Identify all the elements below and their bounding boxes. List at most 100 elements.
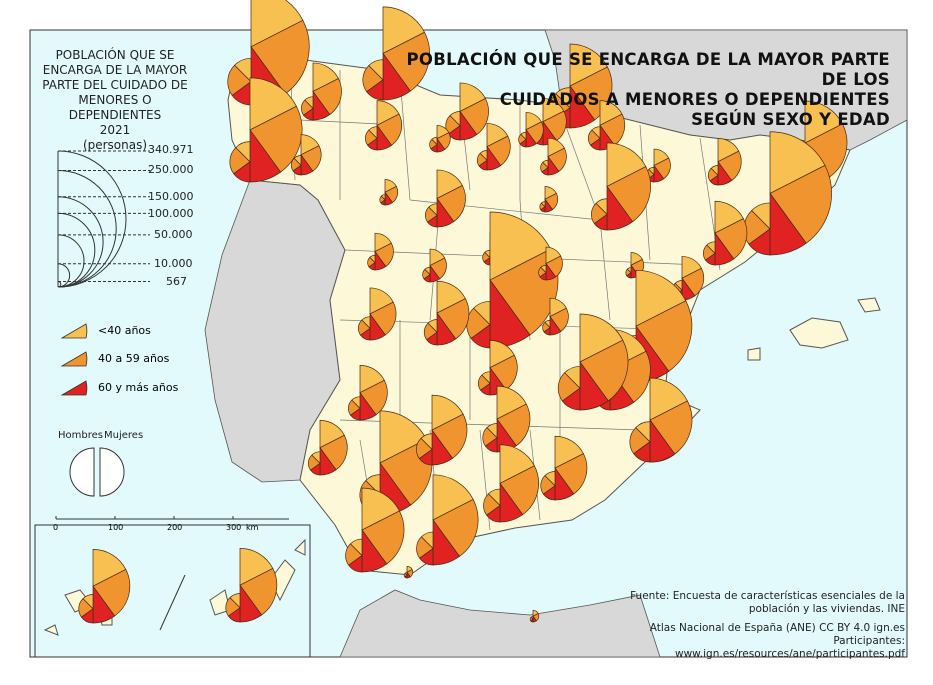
africa-landmass xyxy=(339,589,661,658)
men-60-plus-slice xyxy=(486,504,501,523)
province-symbol xyxy=(345,487,405,573)
men-60-plus-slice xyxy=(705,252,716,266)
women-40-59-slice xyxy=(432,498,479,557)
province-symbol xyxy=(557,313,629,411)
men-60-plus-slice xyxy=(427,214,438,228)
age-legend-label: <40 años xyxy=(98,324,151,337)
women-under-40-slice xyxy=(769,131,826,194)
women-40-59-slice xyxy=(635,300,693,372)
province-symbol xyxy=(542,297,569,336)
men-60-plus-slice xyxy=(292,164,302,176)
women-40-59-slice xyxy=(239,567,278,616)
province-symbol xyxy=(423,280,470,346)
size-label: 250.000 xyxy=(148,163,194,176)
men-60-plus-slice xyxy=(233,161,251,183)
men-60-plus-slice xyxy=(426,331,438,346)
women-under-40-slice xyxy=(250,0,304,48)
province-symbol xyxy=(671,256,705,301)
men-60-plus-slice xyxy=(709,174,719,186)
legend-year: 2021 xyxy=(99,123,131,137)
province-symbol xyxy=(538,246,563,281)
women-40-59-slice xyxy=(376,113,403,146)
scale-bar xyxy=(55,516,289,520)
province-symbol xyxy=(476,123,511,171)
women-under-40-slice xyxy=(499,444,535,484)
men-40-59-slice xyxy=(227,64,252,96)
men-60-plus-slice xyxy=(480,382,491,396)
men-60-plus-slice xyxy=(360,327,371,341)
scale-tick-label: 200 xyxy=(167,523,183,532)
participants-credit: Participantes: www.ign.es/resources/ane/… xyxy=(675,635,905,660)
age-swatch xyxy=(60,380,88,396)
men-label: Hombres xyxy=(58,430,103,441)
province-symbol xyxy=(529,610,540,623)
women-40-59-slice xyxy=(609,350,651,403)
size-label: 340.971 xyxy=(148,143,194,156)
women-40-59-slice xyxy=(369,301,397,336)
source-line: población y las viviendas. INE xyxy=(748,603,905,615)
women-40-59-slice xyxy=(250,19,310,95)
women-40-59-slice xyxy=(359,379,388,416)
women-40-59-slice xyxy=(319,434,348,471)
province-symbol xyxy=(518,112,544,148)
men-60-plus-slice xyxy=(542,485,556,501)
women-40-59-slice xyxy=(486,135,511,167)
women-under-40-slice xyxy=(579,313,624,363)
sex-legend-symbol xyxy=(69,447,125,497)
province-symbol xyxy=(365,100,403,151)
province-symbol xyxy=(225,547,278,623)
women-under-40-slice xyxy=(92,548,127,587)
men-60-plus-slice xyxy=(543,326,551,336)
size-legend-arc xyxy=(57,263,71,288)
women-under-40-slice xyxy=(361,487,400,531)
size-legend-arc xyxy=(57,150,127,288)
women-under-40-slice xyxy=(569,43,608,87)
age-swatch xyxy=(60,323,88,339)
men-60-plus-slice xyxy=(227,607,241,623)
women-under-40-slice xyxy=(804,100,843,144)
size-label: 50.000 xyxy=(154,228,193,241)
province-symbol xyxy=(308,420,348,476)
province-symbol xyxy=(290,134,322,176)
legend-title: POBLACIÓN QUE SE ENCARGA DE LA MAYOR PAR… xyxy=(40,48,190,153)
inset-divider xyxy=(159,574,186,631)
women-40-59-slice xyxy=(361,510,405,565)
men-60-plus-slice xyxy=(539,271,547,281)
women-40-59-slice xyxy=(554,453,588,495)
scale-tick-label: 300 xyxy=(226,523,242,532)
women-40-59-slice xyxy=(499,465,539,516)
legend-title-line: MENORES O DEPENDIENTES xyxy=(68,93,162,122)
legend-unit: (personas) xyxy=(82,138,148,152)
women-40-59-slice xyxy=(606,166,651,223)
men-60-plus-slice xyxy=(380,199,386,206)
women-under-40-slice xyxy=(606,142,647,187)
province-symbol xyxy=(539,186,559,213)
women-40-59-slice xyxy=(769,164,832,244)
province-symbol xyxy=(301,62,342,121)
men-60-plus-slice xyxy=(633,441,651,463)
women-under-40-slice xyxy=(382,6,425,54)
map-title: POBLACIÓN QUE SE ENCARGA DE LA MAYOR PAR… xyxy=(380,50,890,130)
women-under-40-slice xyxy=(489,211,552,281)
legend-title-line: POBLACIÓN QUE SE xyxy=(55,48,175,62)
women-under-40-slice xyxy=(239,547,274,586)
province-symbol xyxy=(482,385,531,453)
scale-tick-label: 100 xyxy=(108,523,124,532)
men-60-plus-slice xyxy=(350,407,361,421)
men-60-plus-slice xyxy=(418,448,433,466)
men-60-plus-slice xyxy=(348,554,363,573)
province-symbol xyxy=(416,474,479,566)
women-40-59-slice xyxy=(382,31,430,92)
women-40-59-slice xyxy=(436,185,466,223)
women-40-59-slice xyxy=(431,413,468,459)
size-legend-arc xyxy=(57,196,104,288)
province-symbol xyxy=(422,248,447,283)
women-under-40-slice xyxy=(432,474,474,521)
province-symbol xyxy=(425,169,466,228)
women-under-40-slice xyxy=(649,377,688,421)
province-symbol xyxy=(588,100,626,151)
title-line: CUIDADOS A MENORES O DEPENDIENTES xyxy=(499,90,890,109)
province-symbol xyxy=(362,6,430,101)
women-under-40-slice xyxy=(635,269,687,327)
